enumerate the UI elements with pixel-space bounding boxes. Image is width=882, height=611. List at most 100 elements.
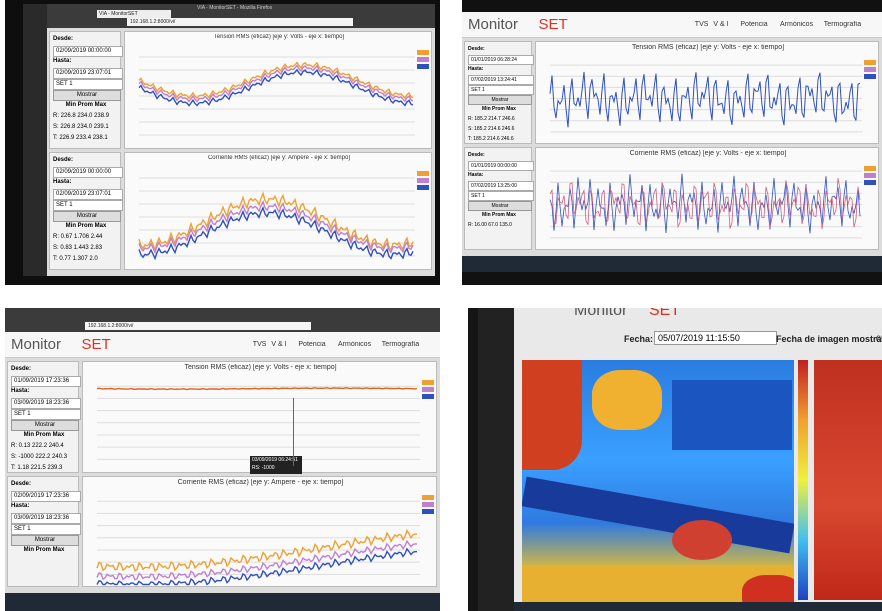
chart-title: Tension RMS (eficaz) [eje y: Volts - eje… [213,34,345,40]
hasta-input[interactable]: 03/09/2019 18:23:36 [11,512,81,524]
set-select[interactable]: SET 1 [11,409,81,420]
brand: Monitor [574,308,628,319]
legend-swatch [422,380,434,385]
show-button[interactable]: Mostrar [53,211,121,222]
taskbar [462,256,882,272]
browser-tab[interactable]: VIA - MonitorSET [97,10,171,18]
chart: Tension RMS (eficaz) [eje y: Volts - eje… [535,41,879,144]
photo-bottom-left: 192.168.1.2:8000/vi/Monitor SET Termografí… [5,308,440,611]
stats-header: Min Prom Max [23,432,65,438]
nav-link[interactable]: TVS [694,21,709,28]
os-sidebar [478,308,514,611]
chart-title: Corriente RMS (eficaz) [eje y: Ampere - … [177,478,344,486]
brand: Monitor [11,336,62,353]
desde-input[interactable]: 01/09/2019 17:23:36 [11,376,81,387]
nav-link[interactable]: V & I [713,21,729,28]
hasta-input[interactable]: 03/09/2019 18:23:36 [11,398,81,409]
nav-link[interactable]: Termografía [381,341,420,348]
tooltip: 03/09/2019 06:24:51 RS: -1000 [250,456,302,474]
plot [96,494,434,586]
spike [293,398,294,466]
series-lines [138,191,414,261]
legend-swatch [864,67,876,72]
show-button[interactable]: Mostrar [468,201,532,211]
chart: Corriente RMS (eficaz) [eje y: Ampere - … [82,475,437,587]
tooltip-date: 03/09/2019 06:24:51 [252,457,298,463]
hasta-input[interactable]: 07/02/2019 13:24:41 [468,75,534,85]
set-select[interactable]: SET 1 [53,79,123,90]
taskbar [514,602,882,611]
stats-header: Min Prom Max [65,102,107,108]
legend-swatch [417,171,429,176]
series-line [96,528,417,572]
series-line [138,206,414,261]
set-select[interactable]: SET 1 [468,85,534,95]
show-button[interactable]: Mostrar [11,420,79,431]
series-lines [96,387,418,391]
chart-title: Tension RMS (eficaz) [eje y: Volts - eje… [184,364,337,371]
brand-accent: SET [81,336,111,353]
nav-link[interactable]: Armónicos [780,21,814,28]
hasta-input[interactable]: 02/09/2019 23:07:01 [53,68,123,79]
desde-input[interactable]: 02/09/2019 00:00:00 [53,167,123,178]
nav-link[interactable]: Armónicos [338,341,372,348]
url-field[interactable]: 192.168.1.2:8000/vi/ [127,18,353,26]
legend-swatch [422,508,434,514]
window-title: VIA - MonitorSET - Mozilla Firefox [197,5,273,11]
browser-bar: 192.168.1.2:8000/vi/ [5,308,440,332]
fecha-input[interactable]: 05/07/2019 11:15:50 [654,331,777,345]
series-line [549,173,861,234]
fecha-imagen: 05/07/20 [876,334,882,344]
screen: Monitor SET Fecha: 05/07/2019 11:15:50 Fecha… [514,308,882,611]
series-line [549,178,861,230]
nav-link[interactable]: Potencia [298,341,326,348]
stats-row: R: 0.67 1.706 2.44 [53,234,103,240]
hasta-input[interactable]: 07/02/2019 13:25:00 [468,181,534,191]
url-field[interactable]: 192.168.1.2:8000/vi/ [85,322,311,330]
thermal-blob [592,370,662,430]
show-button[interactable]: Mostrar [468,95,532,105]
stats-row: S: 226.8 234.0 239.1 [53,124,109,130]
set-select[interactable]: SET 1 [53,200,123,211]
stats-row: T: 185.2 214.6 246.6 [468,136,514,142]
show-button[interactable]: Mostrar [53,90,121,101]
desde-label: Desde: [53,36,74,42]
series-line [96,387,418,391]
stats-row: S: 185.2 214.6 246.6 [468,126,515,132]
desde-input[interactable]: 02/09/2019 17:23:36 [11,490,81,502]
photo-top-right: Monitor SET Termografía Armónicos Potencia V … [462,0,882,285]
plot [138,171,429,261]
desde-input[interactable]: 02/09/2019 00:00:00 [53,46,123,57]
show-button[interactable]: Mostrar [11,534,79,546]
stats-row: R: 226.8 234.0 238.9 [53,113,110,119]
legend-swatch [864,180,876,185]
hasta-label: Hasta: [53,179,72,185]
legend-swatch [422,394,434,399]
desde-label: Desde: [11,366,32,372]
stats-header: Min Prom Max [482,212,516,218]
app-header: Monitor SET Termografía Armónicos Potencia V … [462,12,882,38]
brand: Monitor [468,16,519,33]
desde-input[interactable]: 01/01/2019 06:28:24 [468,55,534,65]
chart: Tension RMS (eficaz) [eje y: Volts - eje… [124,31,432,149]
nav-link[interactable]: Termografía [823,21,862,28]
brand-accent: SET [538,16,568,33]
series-lines [138,61,414,107]
stats-header: Min Prom Max [65,223,107,229]
nav-link[interactable]: V & I [271,341,287,348]
set-select[interactable]: SET 1 [11,523,81,535]
hasta-label: Hasta: [11,502,30,509]
stats-row: R: 0.13 222.2 240.4 [11,443,64,449]
set-select[interactable]: SET 1 [468,191,534,201]
taskbar [5,593,440,611]
desde-input[interactable]: 01/01/2019 00:00:00 [468,161,534,171]
nav-link[interactable]: TVS [252,341,267,348]
legend-swatch [417,178,429,183]
screen: VIA - MonitorSET - Mozilla Firefox VIA - … [47,4,435,276]
hasta-label: Hasta: [468,172,484,178]
nav-link[interactable]: Potencia [740,21,768,28]
app-header: Monitor SET Termografía Armónicos Potencia V … [5,332,440,358]
chart: Corriente RMS (eficaz) [eje y: Volts - e… [535,147,879,250]
hasta-input[interactable]: 02/09/2019 23:07:01 [53,189,123,200]
stats-row: T: 0.77 1.307 2.0 [53,256,98,262]
